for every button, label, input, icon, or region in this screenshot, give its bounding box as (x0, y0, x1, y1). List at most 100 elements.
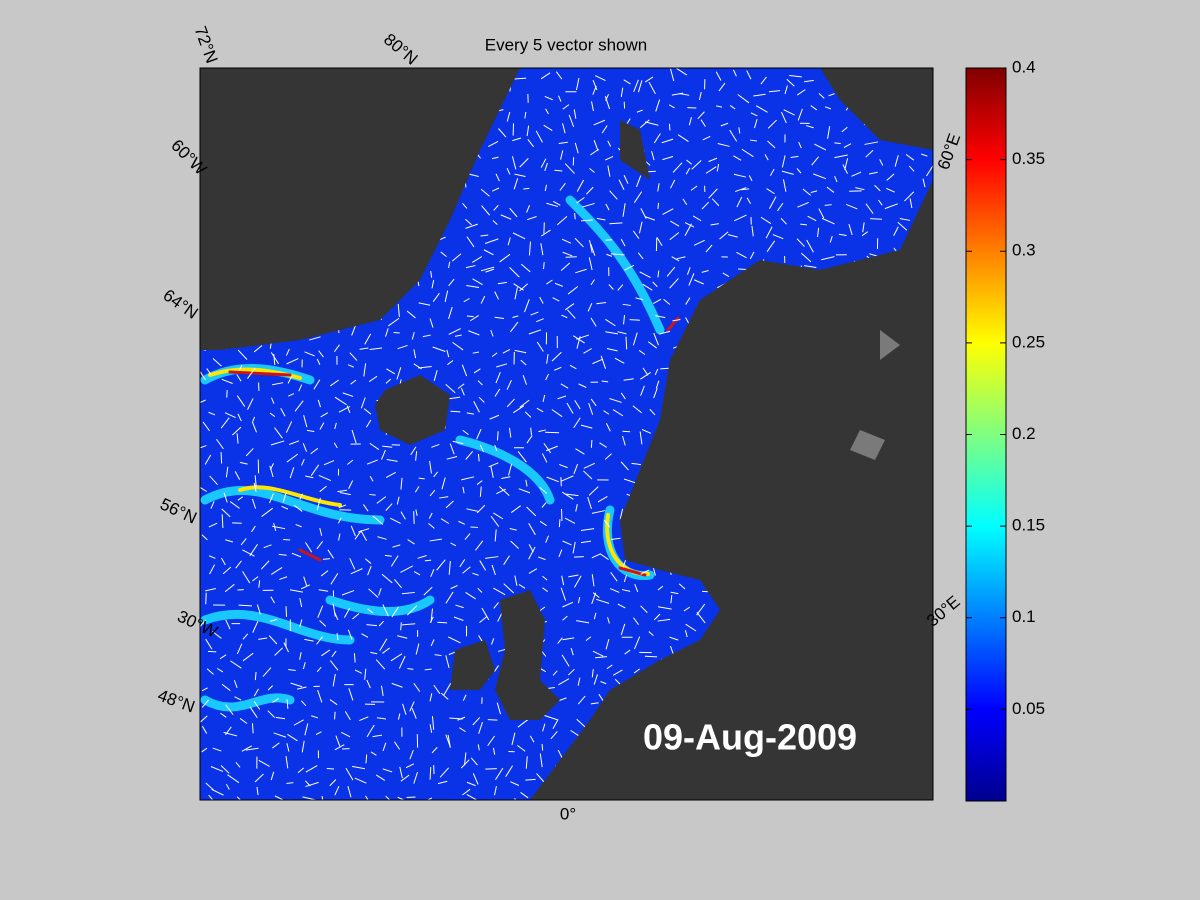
vector-arrow (545, 445, 558, 452)
vector-arrow (577, 596, 581, 604)
vector-arrow (413, 771, 418, 784)
vector-arrow (657, 270, 660, 278)
vector-arrow (570, 729, 579, 737)
vector-arrow (490, 515, 500, 527)
vector-arrow (475, 540, 484, 551)
vector-arrow (517, 718, 530, 728)
vector-arrow (431, 746, 438, 754)
vector-arrow (623, 314, 626, 325)
colorbar-tick-label: 0.3 (1012, 241, 1036, 260)
vector-arrow (573, 109, 577, 119)
vector-arrow (821, 256, 835, 261)
vector-arrow (542, 394, 546, 402)
vector-arrow (338, 533, 341, 541)
vector-arrow (463, 752, 467, 766)
vector-arrow (297, 686, 307, 690)
vector-arrow (577, 695, 586, 705)
vector-arrow (210, 766, 224, 772)
vector-arrow (254, 671, 257, 681)
vector-arrow (271, 397, 275, 404)
vector-arrow (512, 77, 527, 80)
vector-arrow (429, 616, 434, 624)
vector-arrow (544, 162, 548, 172)
vector-arrow (465, 450, 474, 460)
vector-arrow (487, 735, 496, 747)
vector-arrow (368, 375, 378, 383)
vector-arrow (294, 400, 304, 412)
vector-arrow (222, 566, 232, 575)
vector-arrow (279, 576, 288, 580)
vector-arrow (329, 379, 340, 387)
vector-arrow (305, 765, 318, 773)
vector-arrow (669, 636, 679, 641)
vector-arrow (413, 571, 421, 576)
vector-arrow (319, 620, 327, 627)
vector-arrow (522, 375, 527, 385)
vector-arrow (544, 95, 553, 101)
vector-arrow (810, 105, 818, 111)
vector-arrow (460, 387, 465, 396)
vector-arrow (201, 747, 208, 753)
vector-arrow (509, 207, 518, 218)
vector-arrow (352, 613, 360, 620)
vector-arrow (806, 125, 814, 129)
vector-arrow (200, 445, 207, 449)
vector-arrow (655, 380, 660, 389)
vector-arrow (391, 606, 399, 618)
vector-arrow (394, 578, 402, 589)
vector-arrow (351, 765, 366, 770)
vector-arrow (476, 504, 486, 514)
vector-arrow (813, 173, 827, 180)
vector-arrow (494, 786, 497, 796)
vector-arrow (462, 788, 471, 796)
vector-arrow (303, 415, 308, 428)
vector-arrow (708, 188, 718, 199)
vector-arrow (606, 664, 613, 670)
vector-arrow (393, 741, 401, 750)
novaya-zemlya (820, 68, 933, 150)
vector-arrow (375, 659, 386, 670)
vector-arrow (729, 129, 738, 142)
vector-arrow (769, 168, 775, 176)
vector-arrow (559, 182, 566, 191)
baltic (740, 380, 830, 630)
vector-arrow (382, 604, 389, 617)
vector-arrow (653, 332, 659, 346)
vector-arrow (576, 718, 587, 729)
vector-arrow (719, 231, 729, 240)
vector-arrow (640, 569, 650, 575)
vector-arrow (506, 398, 515, 408)
vector-arrow (444, 290, 449, 303)
vector-arrow (285, 755, 289, 769)
vector-arrow (348, 480, 354, 489)
vector-arrow (642, 367, 649, 376)
vector-arrow (818, 93, 825, 99)
vector-arrow (634, 584, 639, 593)
vector-arrow (685, 167, 691, 175)
vector-arrow (540, 72, 551, 80)
vector-arrow (477, 453, 480, 462)
vector-arrow (575, 268, 587, 274)
vector-arrow (491, 187, 500, 192)
map-title: Every 5 vector shown (485, 35, 648, 54)
vector-arrow (790, 155, 799, 159)
vector-arrow (801, 252, 812, 263)
vector-arrow (638, 350, 646, 355)
vector-arrow (334, 396, 347, 406)
vector-arrow (455, 604, 464, 609)
vector-arrow (354, 530, 362, 540)
vector-arrow (472, 278, 483, 286)
vector-arrow (370, 751, 377, 756)
vector-arrow (289, 440, 300, 445)
vector-arrow (897, 221, 908, 231)
vector-arrow (234, 696, 242, 701)
vector-arrow (578, 383, 587, 388)
vector-arrow (347, 459, 354, 465)
vector-arrow (715, 71, 722, 81)
grid-label: 64°N (160, 285, 202, 322)
vector-arrow (848, 223, 853, 236)
vector-arrow (410, 446, 417, 456)
vector-arrow (221, 683, 231, 691)
vector-arrow (285, 348, 290, 356)
vector-arrow (272, 525, 286, 530)
